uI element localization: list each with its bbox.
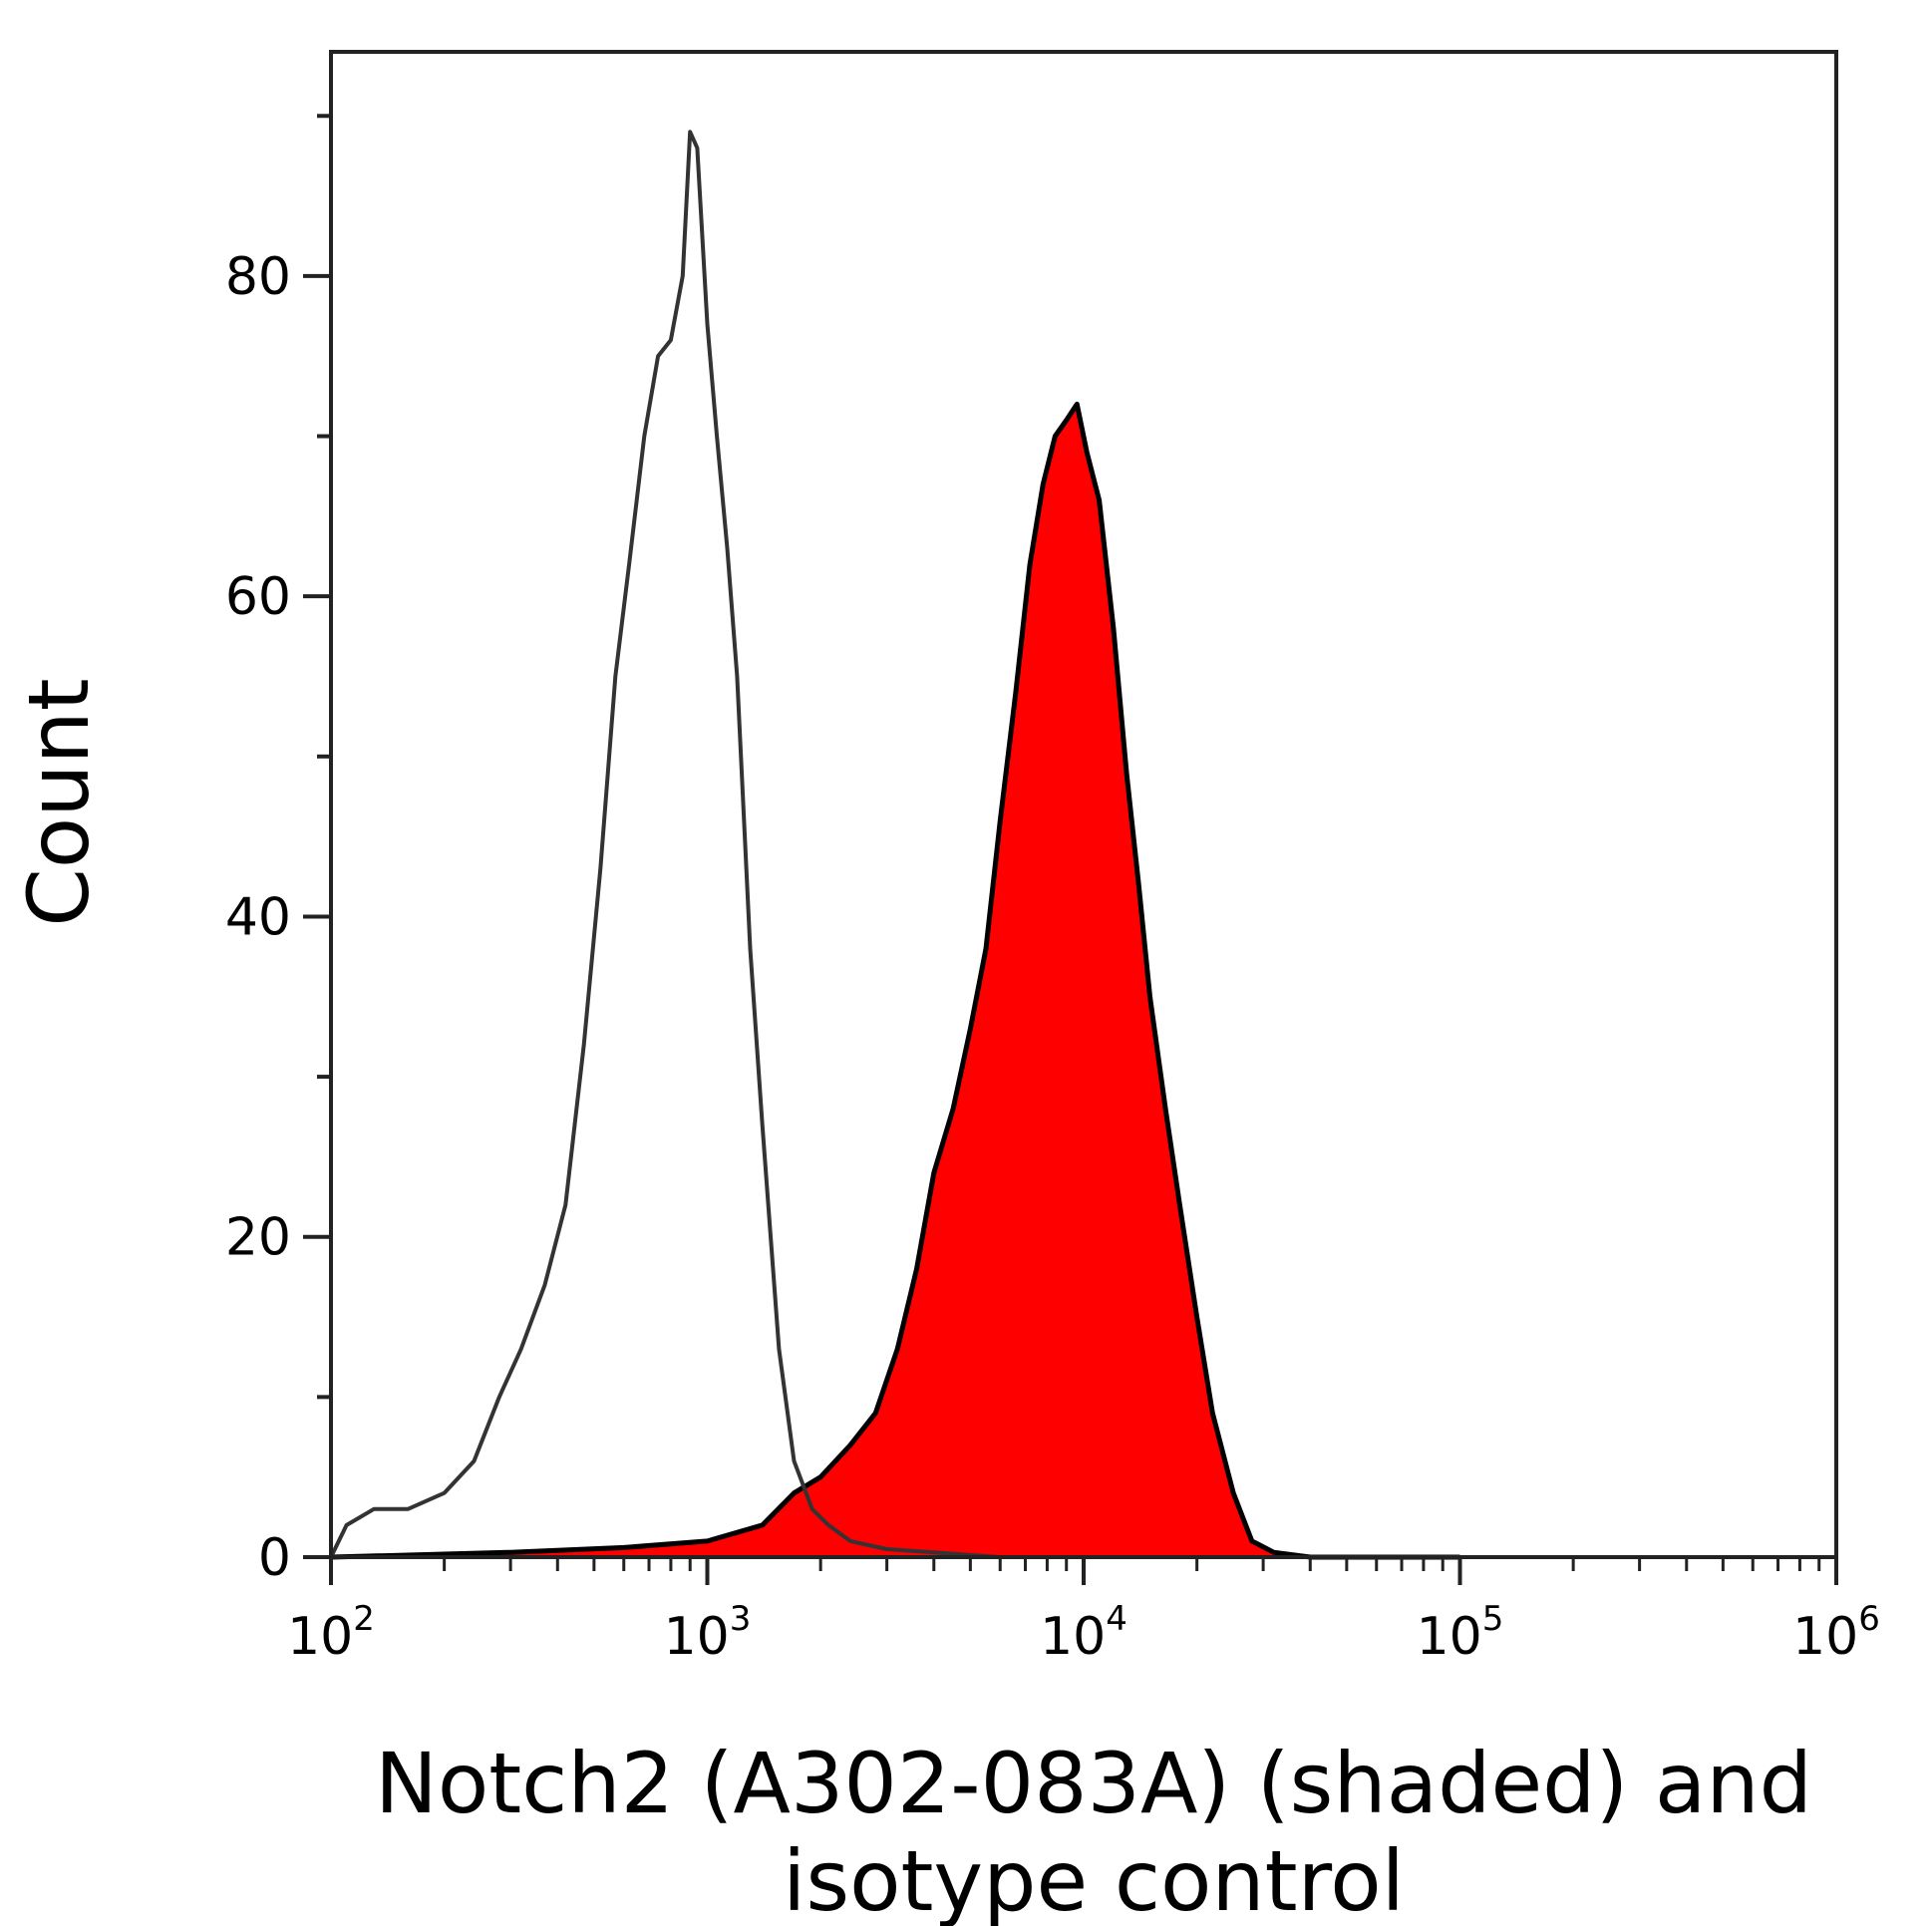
x-tick-label: 102: [287, 1599, 375, 1667]
notch2-histogram-outline: [330, 401, 1460, 1560]
plot-area: [329, 130, 1460, 1560]
x-axis-title-line-2: isotype control: [783, 1832, 1405, 1926]
x-tick-label: 106: [1792, 1599, 1880, 1667]
y-tick-label: 80: [225, 247, 291, 307]
x-axis: 102 103 104 105 106: [287, 1557, 1880, 1667]
y-tick-label: 0: [258, 1528, 291, 1588]
x-axis-title-line-1: Notch2 (A302-083A) (shaded) and: [375, 1735, 1812, 1832]
x-tick-label: 105: [1417, 1599, 1504, 1667]
isotype-control-histogram: [329, 130, 1084, 1559]
y-tick-label: 60: [225, 567, 291, 627]
x-tick-label: 104: [1040, 1599, 1127, 1667]
y-tick-label: 20: [225, 1208, 291, 1268]
y-axis: 0 20 40 60 80: [225, 114, 331, 1588]
y-tick-label: 40: [225, 887, 291, 947]
y-axis-title: Count: [10, 678, 108, 926]
x-tick-label: 103: [664, 1599, 752, 1667]
notch2-shaded-histogram: [331, 404, 1460, 1557]
